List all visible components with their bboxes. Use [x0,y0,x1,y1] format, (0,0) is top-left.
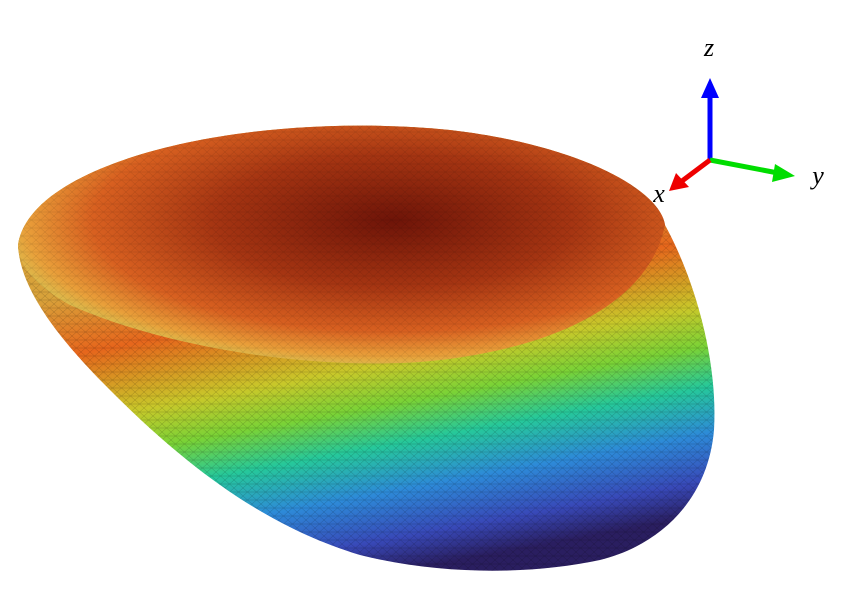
shape-top-mesh [18,125,665,364]
z-label: z [703,33,714,62]
y-arrow [709,157,779,176]
y-label: y [809,161,824,190]
x-arrowhead [669,173,689,191]
y-arrowhead [772,164,795,182]
z-arrowhead [701,78,719,98]
axis-triad: z y x [652,33,824,208]
shape [18,125,715,571]
x-arrow [680,158,712,183]
x-label: x [652,179,665,208]
